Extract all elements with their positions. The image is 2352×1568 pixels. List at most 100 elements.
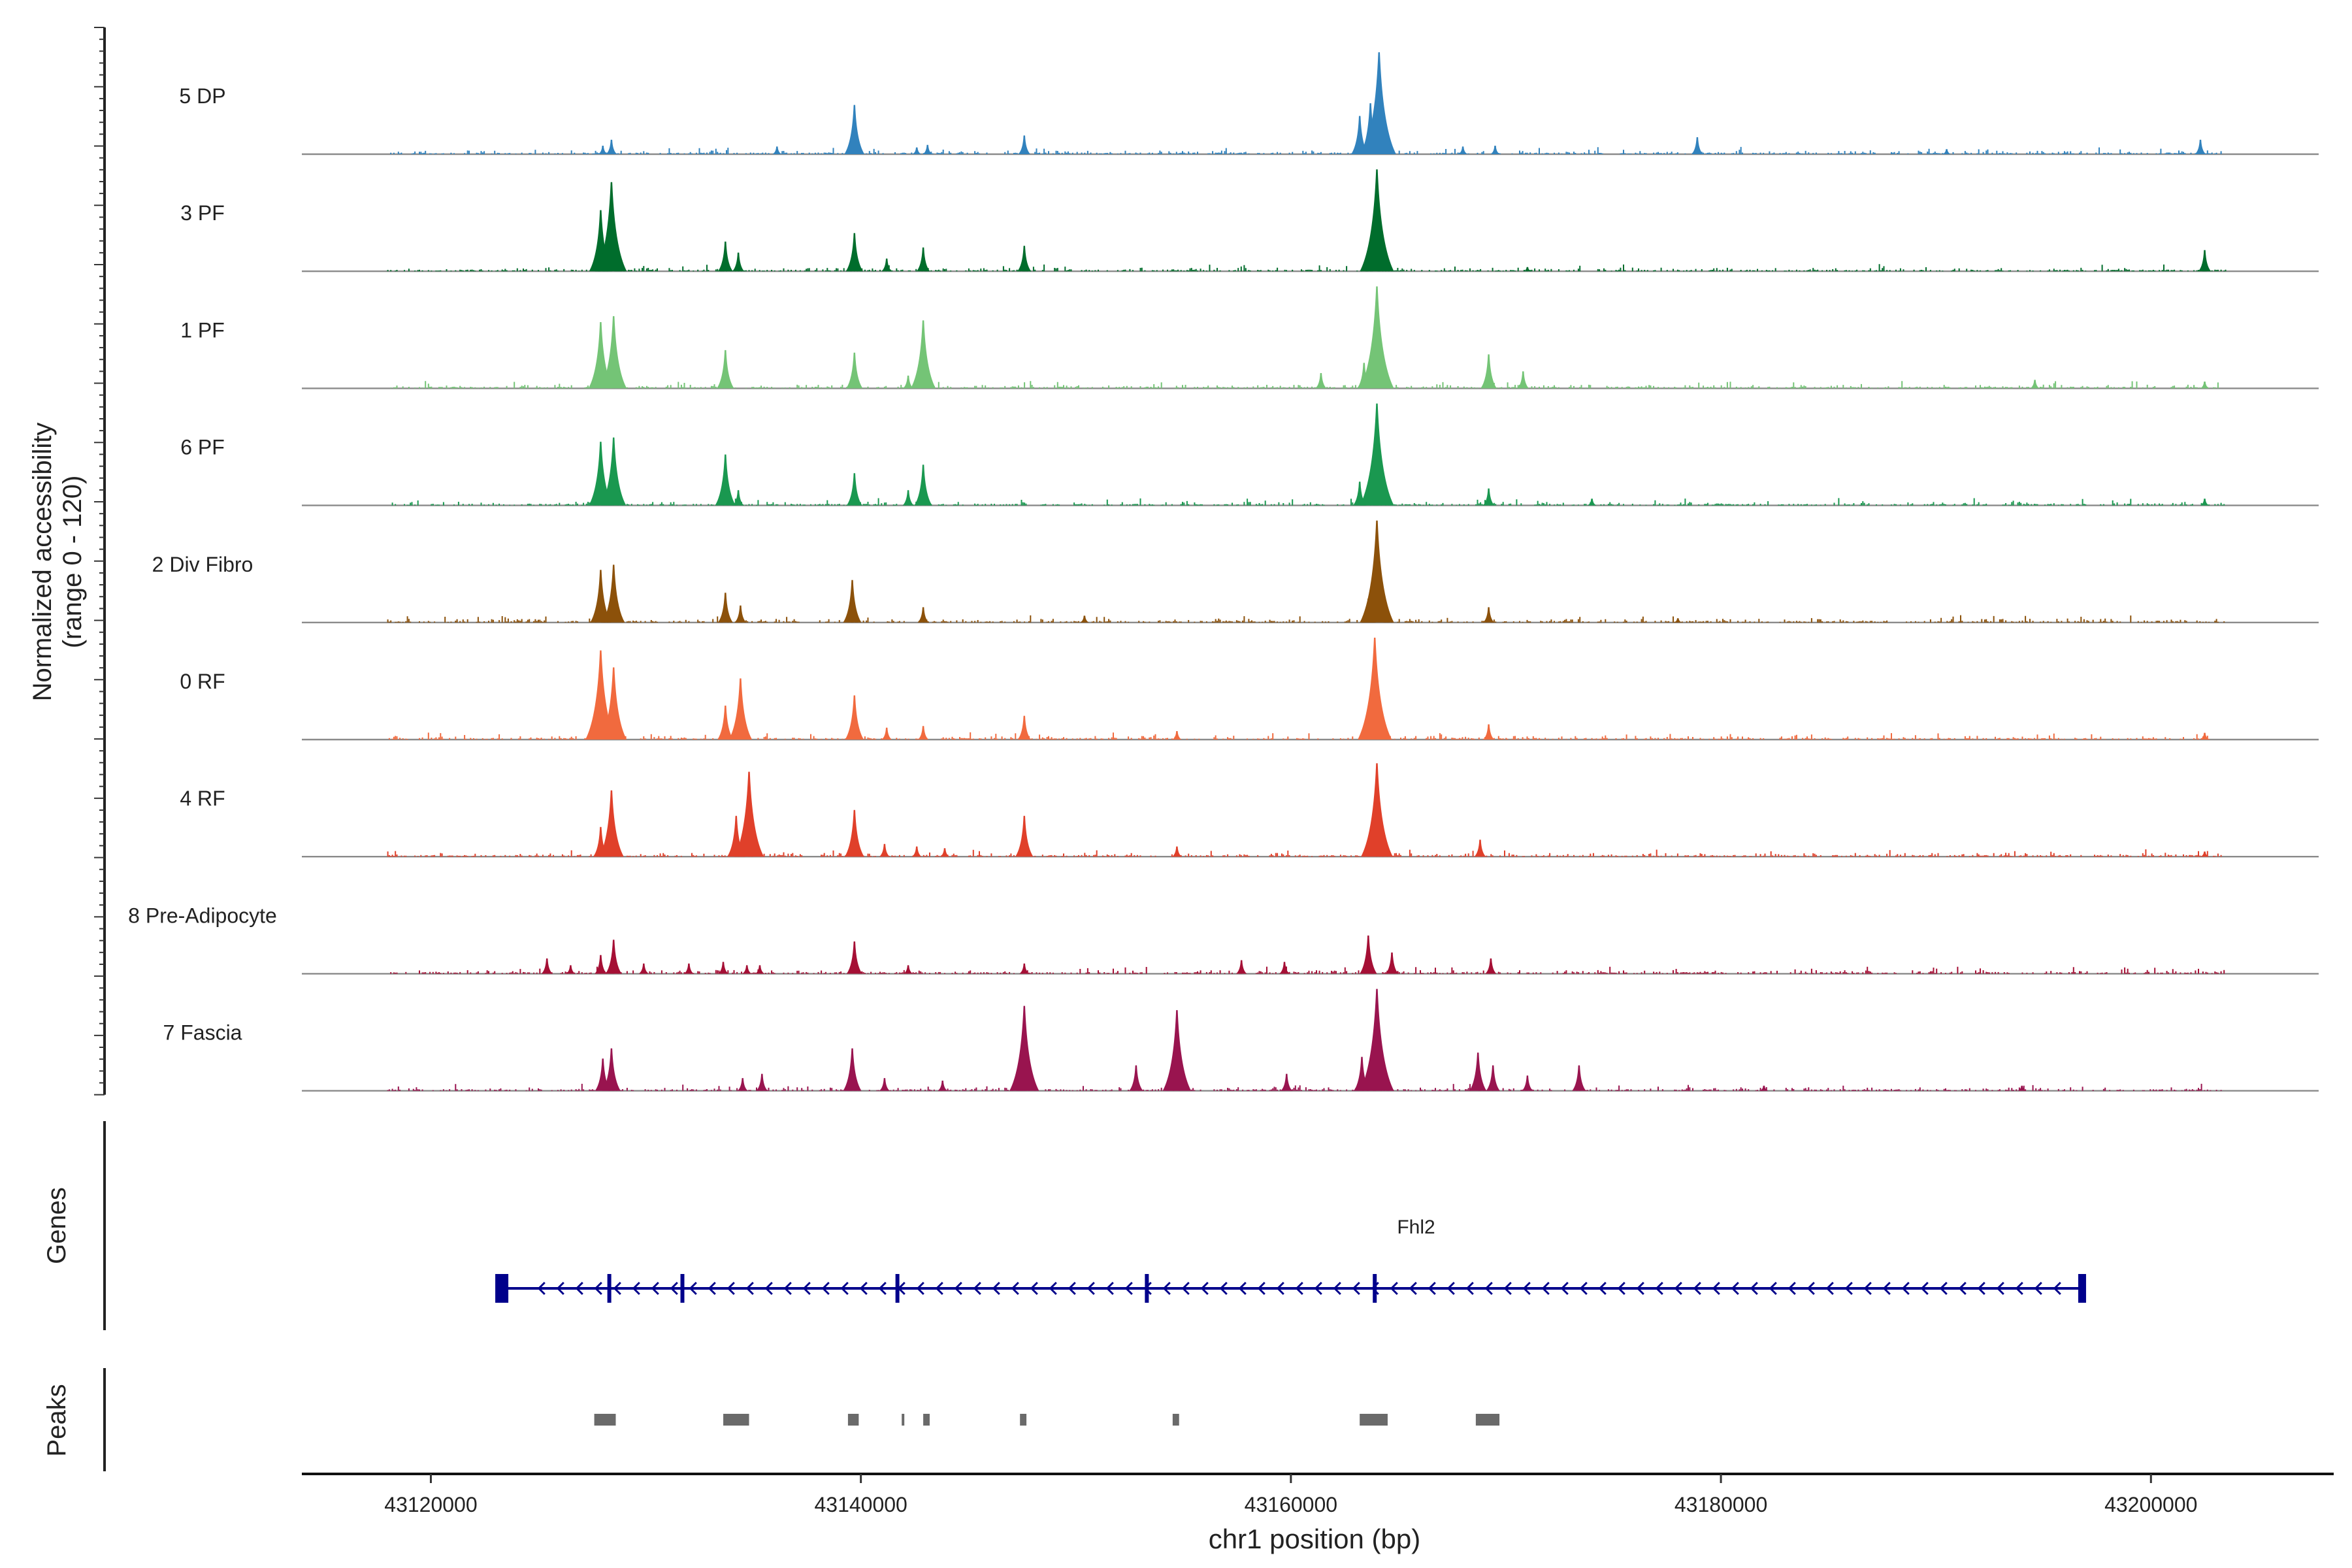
peak-0-1 (606, 139, 617, 154)
peak-2-2 (717, 350, 734, 389)
coverage-tracks: 5 DP 3 PF 1 PF 6 PF 2 Div Fibro 0 RF 4 RF 8 Pre… (128, 52, 2319, 1092)
peak-2-5 (910, 320, 936, 389)
track-label: 3 PF (180, 201, 225, 225)
peak-8-4 (843, 1048, 862, 1091)
peak-6-1 (599, 790, 624, 857)
track-label: 8 Pre-Adipocyte (128, 904, 277, 927)
track-6: 4 RF (180, 763, 2319, 858)
peak-8-18 (2017, 1085, 2027, 1091)
peak-7-9 (846, 941, 862, 974)
peak-6-12 (2200, 851, 2210, 857)
peak-2-10 (1517, 371, 1529, 389)
peak-7-15 (1385, 952, 1399, 974)
peak-2-1 (600, 316, 627, 389)
peaks-track: Peaks (42, 1368, 1500, 1471)
peak-4-4 (843, 580, 862, 623)
peak-6-8 (1015, 815, 1034, 857)
peak-7-3 (605, 939, 622, 974)
peak-5-9 (1358, 638, 1392, 740)
genes-label: Genes (42, 1187, 71, 1264)
peak-region (902, 1414, 905, 1426)
track-label: 2 Div Fibro (152, 553, 253, 576)
peak-3-4 (846, 473, 862, 506)
peak-8-6 (938, 1081, 948, 1091)
peak-region (723, 1414, 749, 1426)
peak-7-7 (742, 965, 752, 974)
track-label: 6 PF (180, 436, 225, 459)
peak-0-12 (1691, 137, 1703, 154)
gene-exon (2078, 1274, 2086, 1303)
peak-3-6 (914, 465, 932, 506)
peak-8-1 (602, 1048, 621, 1091)
x-tick-label: 43120000 (384, 1493, 477, 1516)
peak-2-11 (2030, 380, 2040, 389)
track-7: 8 Pre-Adipocyte (128, 904, 2319, 975)
peak-4-3 (734, 605, 747, 623)
peak-7-0 (541, 958, 553, 974)
peak-7-11 (1019, 963, 1030, 974)
peak-4-6 (1080, 615, 1089, 623)
peak-2-8 (1360, 286, 1394, 389)
peak-region (1360, 1414, 1388, 1426)
peak-5-4 (845, 695, 864, 740)
gene-exon (495, 1274, 509, 1303)
peak-1-3 (732, 252, 745, 272)
peak-0-11 (1490, 146, 1500, 154)
track-2: 1 PF (180, 286, 2319, 389)
peak-region (594, 1414, 616, 1426)
track-noise (387, 1083, 2222, 1091)
peak-0-7 (1351, 116, 1369, 154)
peak-2-4 (903, 375, 914, 389)
track-noise (388, 732, 2210, 740)
peak-3-5 (902, 490, 914, 506)
peak-region (1172, 1414, 1179, 1426)
peak-4-5 (917, 607, 929, 623)
peak-4-8 (1360, 520, 1394, 623)
x-tick-label: 43140000 (814, 1493, 907, 1516)
track-noise (387, 264, 2227, 272)
gene-exon (895, 1274, 900, 1303)
gene-track: Genes Fhl2 (42, 1121, 2086, 1330)
peak-7-5 (683, 963, 694, 974)
peak-5-6 (917, 726, 929, 740)
peak-1-5 (881, 258, 892, 272)
peak-3-1 (601, 437, 627, 506)
peak-7-4 (638, 963, 649, 974)
peak-7-13 (1279, 962, 1290, 974)
peak-8-15 (1522, 1075, 1533, 1091)
peak-3-3 (732, 490, 744, 506)
peak-1-2 (717, 241, 733, 272)
track-8: 7 Fascia (163, 988, 2319, 1092)
peak-0-3 (844, 105, 865, 154)
gene-exon (680, 1274, 685, 1303)
peak-3-10 (1587, 498, 1597, 506)
track-noise (391, 498, 2225, 506)
peak-4-0 (590, 570, 612, 623)
track-label: 7 Fascia (163, 1021, 242, 1045)
gene-exon (607, 1274, 612, 1303)
peaks-label: Peaks (42, 1384, 71, 1456)
peak-6-5 (879, 843, 890, 857)
peak-8-8 (1129, 1065, 1143, 1091)
track-label: 4 RF (180, 787, 225, 810)
peak-6-4 (844, 809, 864, 857)
peak-region (1475, 1414, 1500, 1426)
track-noise (387, 615, 2225, 623)
peak-7-8 (755, 965, 765, 974)
peak-1-7 (1017, 246, 1032, 272)
peak-region (923, 1414, 930, 1426)
track-5: 0 RF (180, 638, 2319, 741)
peak-0-13 (1942, 149, 1952, 154)
peak-5-7 (1017, 715, 1032, 740)
peak-8-10 (1281, 1073, 1293, 1091)
peak-4-2 (717, 593, 733, 623)
track-4: 2 Div Fibro (152, 520, 2319, 623)
track-label: 5 DP (179, 84, 225, 108)
peak-7-2 (595, 955, 607, 974)
peak-8-5 (879, 1078, 890, 1091)
x-tick-label: 43200000 (2104, 1493, 2197, 1516)
peak-1-10 (2198, 250, 2212, 272)
track-1: 3 PF (180, 169, 2319, 272)
peak-0-0 (598, 146, 608, 154)
peak-5-5 (881, 727, 892, 740)
